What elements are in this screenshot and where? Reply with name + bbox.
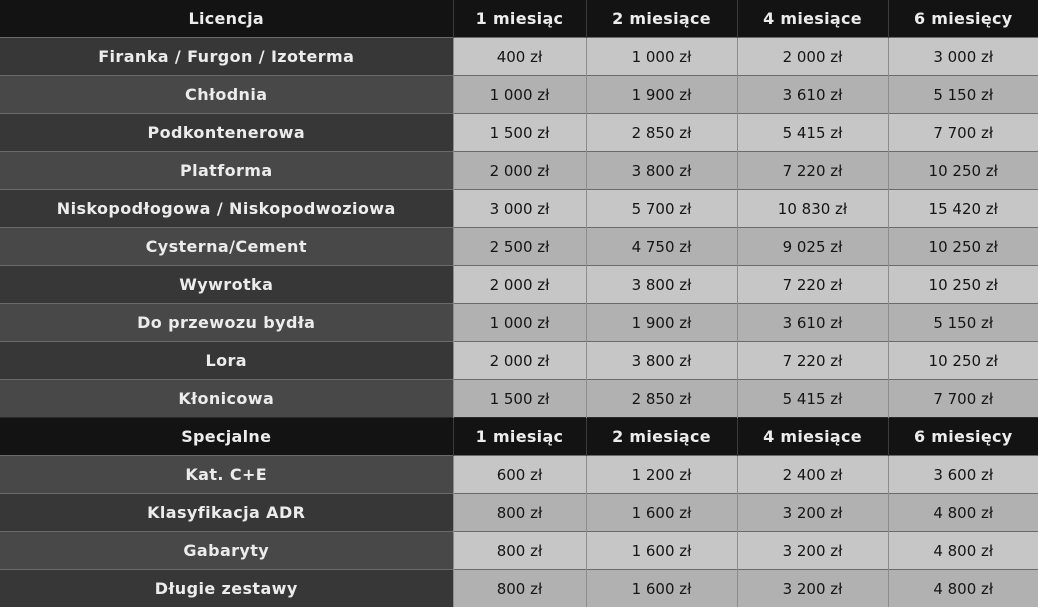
price-cell: 5 700 zł	[586, 190, 737, 228]
price-cell: 400 zł	[453, 38, 586, 76]
price-cell: 7 700 zł	[888, 114, 1038, 152]
header-cell: 4 miesiące	[737, 0, 888, 38]
price-cell: 800 zł	[453, 570, 586, 607]
price-cell: 2 000 zł	[453, 342, 586, 380]
license-name: Wywrotka	[0, 266, 453, 304]
table-row: Niskopodłogowa / Niskopodwoziowa 3 000 z…	[0, 190, 1038, 228]
price-cell: 800 zł	[453, 532, 586, 570]
license-name: Platforma	[0, 152, 453, 190]
price-cell: 1 600 zł	[586, 570, 737, 607]
price-cell: 10 250 zł	[888, 266, 1038, 304]
price-cell: 1 500 zł	[453, 114, 586, 152]
license-name: Kłonicowa	[0, 380, 453, 418]
licenses-header-row: Licencja 1 miesiąc 2 miesiące 4 miesiące…	[0, 0, 1038, 38]
license-name: Podkontenerowa	[0, 114, 453, 152]
table-row: Platforma 2 000 zł 3 800 zł 7 220 zł 10 …	[0, 152, 1038, 190]
price-cell: 4 800 zł	[888, 494, 1038, 532]
header-cell: 6 miesięcy	[888, 0, 1038, 38]
price-cell: 10 250 zł	[888, 342, 1038, 380]
price-cell: 10 830 zł	[737, 190, 888, 228]
license-name: Niskopodłogowa / Niskopodwoziowa	[0, 190, 453, 228]
license-name: Firanka / Furgon / Izoterma	[0, 38, 453, 76]
price-cell: 2 400 zł	[737, 456, 888, 494]
price-cell: 600 zł	[453, 456, 586, 494]
table-row: Klasyfikacja ADR 800 zł 1 600 zł 3 200 z…	[0, 494, 1038, 532]
price-cell: 2 000 zł	[453, 266, 586, 304]
header-cell: 6 miesięcy	[888, 418, 1038, 456]
table-row: Do przewozu bydła 1 000 zł 1 900 zł 3 61…	[0, 304, 1038, 342]
price-cell: 7 700 zł	[888, 380, 1038, 418]
price-cell: 3 200 zł	[737, 570, 888, 607]
header-cell: 4 miesiące	[737, 418, 888, 456]
header-cell: Specjalne	[0, 418, 453, 456]
price-cell: 1 200 zł	[586, 456, 737, 494]
price-cell: 2 500 zł	[453, 228, 586, 266]
price-cell: 3 000 zł	[453, 190, 586, 228]
price-cell: 3 200 zł	[737, 532, 888, 570]
table-row: Długie zestawy 800 zł 1 600 zł 3 200 zł …	[0, 570, 1038, 607]
price-cell: 5 415 zł	[737, 380, 888, 418]
price-cell: 1 600 zł	[586, 532, 737, 570]
table-row: Kat. C+E 600 zł 1 200 zł 2 400 zł 3 600 …	[0, 456, 1038, 494]
price-cell: 7 220 zł	[737, 266, 888, 304]
special-header-row: Specjalne 1 miesiąc 2 miesiące 4 miesiąc…	[0, 418, 1038, 456]
table-row: Chłodnia 1 000 zł 1 900 zł 3 610 zł 5 15…	[0, 76, 1038, 114]
header-cell: 2 miesiące	[586, 0, 737, 38]
header-cell: 2 miesiące	[586, 418, 737, 456]
price-cell: 2 850 zł	[586, 380, 737, 418]
special-name: Długie zestawy	[0, 570, 453, 607]
price-cell: 3 800 zł	[586, 152, 737, 190]
price-cell: 9 025 zł	[737, 228, 888, 266]
price-cell: 10 250 zł	[888, 228, 1038, 266]
price-cell: 3 610 zł	[737, 76, 888, 114]
header-cell: 1 miesiąc	[453, 418, 586, 456]
price-cell: 5 415 zł	[737, 114, 888, 152]
license-name: Lora	[0, 342, 453, 380]
special-name: Kat. C+E	[0, 456, 453, 494]
price-cell: 4 750 zł	[586, 228, 737, 266]
table-row: Gabaryty 800 zł 1 600 zł 3 200 zł 4 800 …	[0, 532, 1038, 570]
price-cell: 1 000 zł	[453, 304, 586, 342]
price-cell: 5 150 zł	[888, 304, 1038, 342]
price-cell: 15 420 zł	[888, 190, 1038, 228]
price-cell: 1 000 zł	[586, 38, 737, 76]
header-cell: Licencja	[0, 0, 453, 38]
table-row: Kłonicowa 1 500 zł 2 850 zł 5 415 zł 7 7…	[0, 380, 1038, 418]
price-cell: 7 220 zł	[737, 152, 888, 190]
price-cell: 4 800 zł	[888, 532, 1038, 570]
table-row: Cysterna/Cement 2 500 zł 4 750 zł 9 025 …	[0, 228, 1038, 266]
license-name: Do przewozu bydła	[0, 304, 453, 342]
price-cell: 10 250 zł	[888, 152, 1038, 190]
table-row: Lora 2 000 zł 3 800 zł 7 220 zł 10 250 z…	[0, 342, 1038, 380]
price-cell: 3 800 zł	[586, 266, 737, 304]
license-name: Chłodnia	[0, 76, 453, 114]
price-cell: 3 610 zł	[737, 304, 888, 342]
price-cell: 4 800 zł	[888, 570, 1038, 607]
price-cell: 2 000 zł	[737, 38, 888, 76]
price-cell: 2 850 zł	[586, 114, 737, 152]
price-cell: 3 200 zł	[737, 494, 888, 532]
price-cell: 3 600 zł	[888, 456, 1038, 494]
price-cell: 1 600 zł	[586, 494, 737, 532]
header-cell: 1 miesiąc	[453, 0, 586, 38]
table-row: Wywrotka 2 000 zł 3 800 zł 7 220 zł 10 2…	[0, 266, 1038, 304]
price-cell: 2 000 zł	[453, 152, 586, 190]
price-cell: 1 000 zł	[453, 76, 586, 114]
license-name: Cysterna/Cement	[0, 228, 453, 266]
special-name: Klasyfikacja ADR	[0, 494, 453, 532]
special-name: Gabaryty	[0, 532, 453, 570]
price-cell: 800 zł	[453, 494, 586, 532]
price-cell: 3 000 zł	[888, 38, 1038, 76]
price-cell: 1 900 zł	[586, 304, 737, 342]
price-cell: 5 150 zł	[888, 76, 1038, 114]
price-cell: 1 500 zł	[453, 380, 586, 418]
price-cell: 7 220 zł	[737, 342, 888, 380]
price-cell: 1 900 zł	[586, 76, 737, 114]
price-cell: 3 800 zł	[586, 342, 737, 380]
table-row: Podkontenerowa 1 500 zł 2 850 zł 5 415 z…	[0, 114, 1038, 152]
table-row: Firanka / Furgon / Izoterma 400 zł 1 000…	[0, 38, 1038, 76]
